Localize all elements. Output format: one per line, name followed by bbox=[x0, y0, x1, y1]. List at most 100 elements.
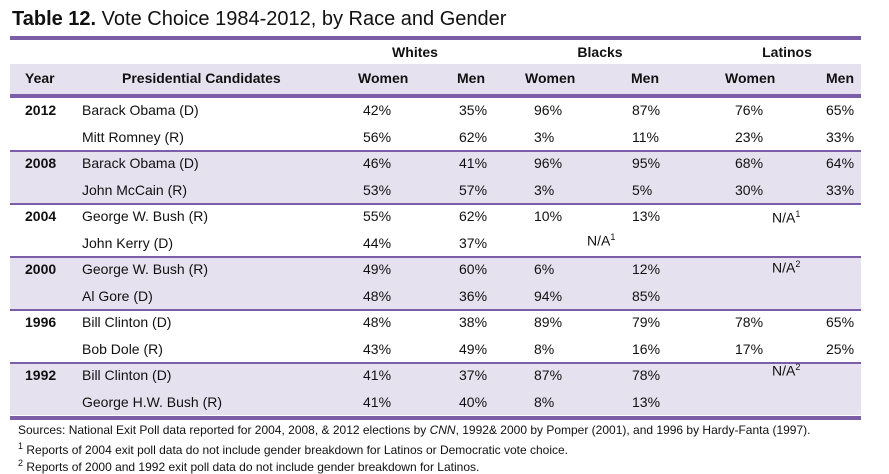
cell-whites-women: 56% bbox=[363, 128, 392, 145]
header-bottom-rule bbox=[10, 94, 861, 98]
cell-year: 1992 bbox=[25, 367, 57, 383]
column-header-band bbox=[10, 64, 861, 94]
year-band-2008 bbox=[10, 151, 861, 203]
cell-blacks-men: 79% bbox=[632, 314, 661, 330]
na-latinos-1992: N/A2 bbox=[772, 362, 800, 379]
cell-candidate: George W. Bush (R) bbox=[82, 261, 209, 277]
cell-latinos-men: 33% bbox=[826, 181, 855, 198]
sources-text-2: , 1992& 2000 by Pomper (2001), and 1996 … bbox=[455, 423, 811, 437]
cell-blacks-women: 96% bbox=[534, 155, 563, 171]
group-separator bbox=[10, 362, 861, 364]
cell-latinos-men: 64% bbox=[826, 155, 855, 171]
cell-blacks-women: 89% bbox=[534, 314, 563, 330]
column-header-latinos-men: Men bbox=[826, 70, 854, 86]
cell-latinos-women: 30% bbox=[735, 181, 764, 198]
na-latinos-2004: N/A1 bbox=[772, 209, 800, 226]
cell-whites-women: 48% bbox=[363, 314, 392, 330]
cell-blacks-women: 8% bbox=[534, 340, 555, 357]
cell-whites-men: 38% bbox=[459, 314, 488, 330]
column-header-blacks-men: Men bbox=[631, 70, 659, 86]
cell-whites-women: 53% bbox=[363, 181, 392, 198]
cell-year: 2008 bbox=[25, 155, 57, 171]
cell-candidate: Bill Clinton (D) bbox=[82, 367, 172, 383]
cell-whites-women: 46% bbox=[363, 155, 392, 171]
cell-blacks-men: 78% bbox=[632, 367, 661, 383]
cell-latinos-men: 65% bbox=[826, 102, 855, 118]
cell-latinos-women: 78% bbox=[735, 314, 764, 330]
cell-whites-women: 44% bbox=[363, 234, 392, 251]
cell-candidate: Bob Dole (R) bbox=[82, 340, 163, 357]
cell-latinos-women: 76% bbox=[735, 102, 764, 118]
cell-whites-men: 37% bbox=[459, 367, 488, 383]
na-text: N/A bbox=[772, 362, 796, 379]
cell-blacks-women: 6% bbox=[534, 261, 555, 277]
cell-whites-men: 37% bbox=[459, 234, 488, 251]
column-header-blacks-women: Women bbox=[525, 70, 576, 86]
footnote-text: Reports of 2004 exit poll data do not in… bbox=[23, 443, 569, 457]
cell-whites-women: 41% bbox=[363, 367, 392, 383]
footnote-ref: 2 bbox=[795, 259, 801, 269]
na-text: N/A bbox=[772, 259, 796, 276]
cell-latinos-men: 25% bbox=[826, 340, 855, 357]
footnote-1: 1 Reports of 2004 exit poll data do not … bbox=[18, 441, 568, 457]
cell-blacks-men: 87% bbox=[632, 102, 661, 118]
cell-latinos-men: 65% bbox=[826, 314, 855, 330]
na-text: N/A bbox=[587, 232, 611, 249]
cell-blacks-men: 5% bbox=[632, 181, 653, 198]
group-header-latinos: Latinos bbox=[762, 44, 812, 60]
cell-candidate: Bill Clinton (D) bbox=[82, 314, 172, 330]
cell-year: 1996 bbox=[25, 314, 57, 330]
sources-cnn: CNN bbox=[429, 423, 456, 437]
cell-whites-women: 49% bbox=[363, 261, 392, 277]
group-separator bbox=[10, 309, 861, 311]
cell-whites-men: 49% bbox=[459, 340, 488, 357]
column-header-year: Year bbox=[25, 70, 55, 86]
table-number: Table 12. bbox=[12, 8, 97, 30]
cell-blacks-men: 16% bbox=[632, 340, 661, 357]
table-title-text: Vote Choice 1984-2012, by Race and Gende… bbox=[96, 8, 507, 30]
group-header-blacks: Blacks bbox=[577, 44, 623, 60]
cell-candidate: Mitt Romney (R) bbox=[82, 128, 184, 145]
cell-whites-men: 62% bbox=[459, 128, 488, 145]
year-band-1992 bbox=[10, 363, 861, 415]
sources-note: Sources: National Exit Poll data reporte… bbox=[18, 423, 810, 437]
footnote-ref: 1 bbox=[610, 232, 616, 242]
column-header-whites-women: Women bbox=[358, 70, 409, 86]
cell-whites-women: 48% bbox=[363, 287, 392, 304]
cell-blacks-men: 85% bbox=[632, 287, 661, 304]
cell-blacks-men: 12% bbox=[632, 261, 661, 277]
bottom-rule bbox=[10, 416, 861, 420]
cell-blacks-women: 96% bbox=[534, 102, 563, 118]
cell-blacks-women: 87% bbox=[534, 367, 563, 383]
cell-blacks-women: 8% bbox=[534, 393, 555, 410]
cell-candidate: Barack Obama (D) bbox=[82, 155, 199, 171]
cell-year: 2004 bbox=[25, 208, 57, 224]
top-rule bbox=[10, 36, 861, 40]
column-header-candidates: Presidential Candidates bbox=[122, 70, 281, 86]
cell-candidate: George W. Bush (R) bbox=[82, 208, 209, 224]
cell-whites-men: 57% bbox=[459, 181, 488, 198]
cell-candidate: Barack Obama (D) bbox=[82, 102, 199, 118]
cell-blacks-women: 10% bbox=[534, 208, 563, 224]
cell-whites-men: 62% bbox=[459, 208, 488, 224]
group-header-whites: Whites bbox=[392, 44, 438, 60]
cell-latinos-women: 68% bbox=[735, 155, 764, 171]
column-header-whites-men: Men bbox=[457, 70, 485, 86]
cell-whites-women: 43% bbox=[363, 340, 392, 357]
cell-blacks-men: 13% bbox=[632, 393, 661, 410]
cell-candidate: Al Gore (D) bbox=[82, 287, 153, 304]
cell-latinos-women: 17% bbox=[735, 340, 764, 357]
footnote-ref: 1 bbox=[795, 209, 801, 219]
sources-text-1: Sources: National Exit Poll data reporte… bbox=[18, 423, 430, 437]
group-separator bbox=[10, 203, 861, 205]
cell-blacks-men: 11% bbox=[632, 128, 659, 145]
cell-blacks-men: 95% bbox=[632, 155, 661, 171]
cell-whites-men: 35% bbox=[459, 102, 488, 118]
na-latinos-2000: N/A2 bbox=[772, 259, 800, 276]
column-header-latinos-women: Women bbox=[725, 70, 776, 86]
na-text: N/A bbox=[772, 209, 796, 226]
cell-whites-men: 40% bbox=[459, 393, 488, 410]
cell-candidate: George H.W. Bush (R) bbox=[82, 393, 223, 410]
cell-whites-women: 41% bbox=[363, 393, 392, 410]
